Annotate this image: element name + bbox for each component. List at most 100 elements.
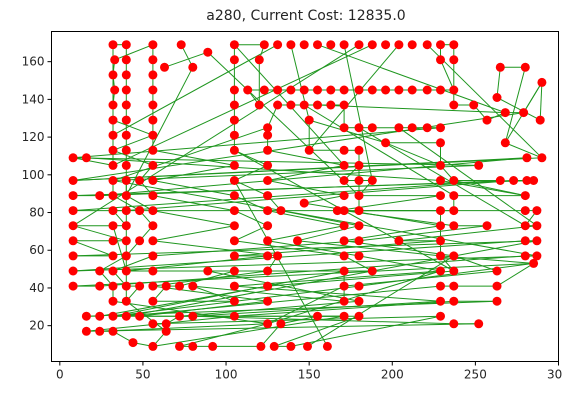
city-node: [81, 326, 91, 336]
city-node: [367, 85, 377, 95]
city-node: [520, 221, 530, 231]
city-node: [449, 176, 459, 185]
city-node: [121, 281, 131, 291]
tour-edge: [112, 44, 278, 136]
city-node: [304, 145, 314, 155]
tour-edge: [539, 82, 543, 121]
city-node: [203, 266, 213, 276]
city-node: [161, 281, 171, 291]
city-node: [188, 62, 198, 72]
city-node: [449, 191, 459, 201]
city-node: [449, 221, 459, 231]
city-node: [339, 100, 349, 110]
x-tick-label: 200: [381, 368, 404, 382]
city-node: [108, 70, 118, 80]
city-node: [537, 153, 547, 163]
city-node: [148, 70, 158, 80]
city-node: [354, 191, 364, 201]
city-node: [254, 100, 264, 110]
city-node: [68, 266, 78, 276]
city-node: [95, 266, 105, 276]
city-node: [522, 153, 532, 163]
city-node: [354, 40, 364, 50]
city-node: [381, 85, 391, 95]
city-node: [313, 40, 322, 50]
city-node: [407, 123, 417, 133]
city-node: [522, 176, 532, 185]
city-node: [121, 85, 131, 95]
city-node: [121, 266, 131, 276]
tour-edge: [99, 157, 527, 197]
city-node: [293, 236, 302, 246]
city-node: [449, 319, 459, 329]
city-node: [532, 221, 542, 231]
city-node: [108, 176, 118, 185]
tour-edge: [99, 180, 514, 197]
tour-edge: [343, 255, 373, 272]
city-node: [339, 311, 349, 321]
city-node: [148, 100, 158, 110]
city-node: [436, 85, 445, 95]
y-tick-label: 40: [29, 281, 44, 295]
city-node: [474, 160, 484, 170]
city-node: [286, 85, 296, 95]
city-node: [229, 130, 239, 140]
tour-edge: [72, 225, 127, 242]
tour-edge: [125, 67, 194, 196]
city-node: [339, 176, 349, 185]
city-node: [273, 85, 283, 95]
city-node: [188, 341, 198, 351]
tour-edge: [440, 59, 455, 91]
tour-edge: [73, 240, 526, 272]
city-node: [436, 40, 445, 50]
city-node: [229, 296, 239, 306]
y-tick-label: 160: [22, 55, 45, 69]
city-node: [229, 266, 239, 276]
tour-edge: [496, 97, 541, 121]
city-node: [529, 176, 539, 185]
tour-edge: [152, 210, 235, 227]
tour-edge: [72, 240, 114, 257]
city-node: [148, 40, 158, 50]
city-node: [529, 258, 539, 268]
x-tick-label: 100: [215, 368, 238, 382]
city-node: [354, 176, 364, 185]
city-node: [332, 206, 342, 216]
city-node: [108, 130, 118, 140]
city-node: [299, 198, 309, 208]
city-node: [110, 85, 120, 95]
city-node: [367, 176, 377, 185]
tour-edge: [114, 44, 154, 61]
city-node: [339, 206, 349, 216]
city-node: [110, 55, 120, 65]
city-node: [95, 281, 105, 291]
city-node: [492, 93, 502, 102]
city-node: [495, 62, 505, 72]
city-node: [436, 191, 445, 201]
city-node: [68, 251, 78, 261]
y-tick-label: 100: [22, 168, 45, 182]
city-node: [68, 206, 78, 216]
city-node: [436, 123, 445, 133]
tour-edge: [73, 157, 527, 181]
city-node: [436, 251, 445, 261]
city-node: [108, 206, 118, 216]
city-node: [121, 296, 131, 306]
city-node: [381, 40, 391, 50]
tour-edge: [234, 225, 268, 242]
tour-edge: [179, 300, 360, 317]
city-node: [367, 40, 377, 50]
city-node: [121, 191, 131, 201]
city-node: [449, 266, 459, 276]
city-node: [188, 281, 198, 291]
city-node: [367, 123, 377, 133]
city-node: [108, 251, 118, 261]
city-node: [313, 311, 322, 321]
city-node: [394, 123, 404, 133]
city-node: [354, 206, 364, 216]
city-node: [229, 160, 239, 170]
city-node: [229, 251, 239, 261]
y-tick-label: 120: [22, 130, 45, 144]
city-node: [229, 176, 239, 185]
city-node: [482, 115, 492, 125]
